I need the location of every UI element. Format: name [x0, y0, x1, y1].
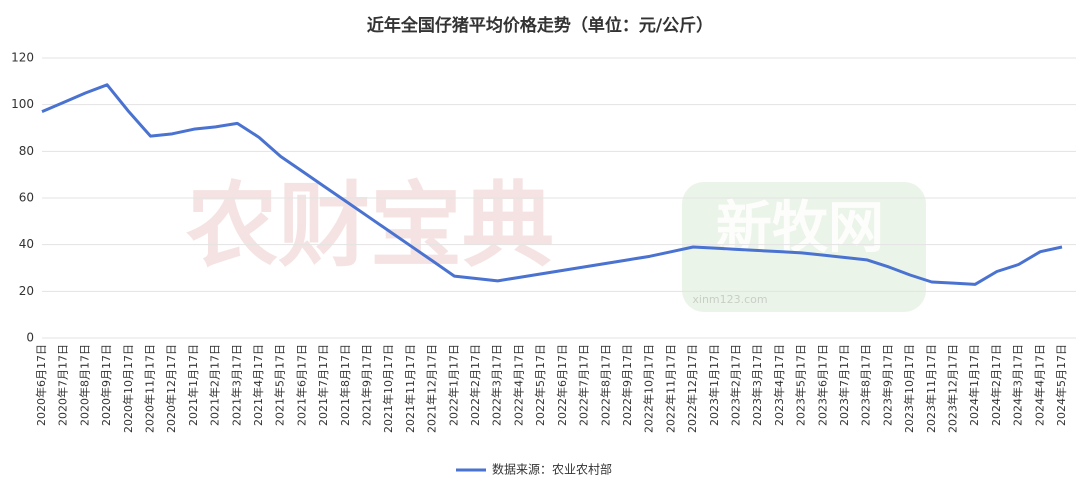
x-tick-label: 2024年2月17日	[989, 344, 1003, 426]
y-tick-label: 40	[19, 237, 34, 251]
x-tick-label: 2022年10月17日	[642, 344, 656, 433]
x-tick-label: 2023年9月17日	[880, 344, 894, 426]
chart-title: 近年全国仔猪平均价格走势（单位：元/公斤）	[367, 15, 713, 36]
watermark: 农财宝典	[186, 172, 554, 279]
x-tick-label: 2022年1月17日	[446, 344, 460, 426]
watermark-badge	[682, 182, 926, 312]
x-tick-label: 2022年11月17日	[663, 344, 677, 433]
watermark: xinm123.com	[692, 293, 767, 306]
x-tick-label: 2021年6月17日	[294, 344, 308, 426]
y-tick-label: 120	[11, 51, 34, 65]
x-tick-label: 2023年10月17日	[902, 344, 916, 433]
x-tick-label: 2021年12月17日	[425, 344, 439, 433]
x-tick-label: 2021年2月17日	[208, 344, 222, 426]
x-tick-label: 2024年1月17日	[967, 344, 981, 426]
x-tick-label: 2022年2月17日	[468, 344, 482, 426]
x-tick-label: 2024年5月17日	[1054, 344, 1068, 426]
x-tick-label: 2022年8月17日	[598, 344, 612, 426]
x-tick-label: 2021年8月17日	[338, 344, 352, 426]
x-tick-label: 2022年12月17日	[685, 344, 699, 433]
x-tick-label: 2022年7月17日	[577, 344, 591, 426]
x-tick-label: 2020年7月17日	[56, 344, 70, 426]
x-tick-label: 2021年10月17日	[381, 344, 395, 433]
line-series	[41, 83, 1063, 286]
legend-label: 数据来源：农业农村部	[492, 462, 612, 477]
x-tick-label: 2020年11月17日	[143, 344, 157, 433]
x-tick-label: 2021年11月17日	[403, 344, 417, 433]
x-tick-label: 2023年12月17日	[945, 344, 959, 433]
y-tick-label: 60	[19, 191, 34, 205]
x-tick-label: 2020年10月17日	[121, 344, 135, 433]
x-tick-label: 2023年11月17日	[924, 344, 938, 433]
y-tick-label: 80	[19, 144, 34, 158]
y-tick-label: 20	[19, 284, 34, 298]
x-tick-label: 2022年4月17日	[511, 344, 525, 426]
x-tick-label: 2021年3月17日	[229, 344, 243, 426]
x-tick-label: 2020年6月17日	[34, 344, 48, 426]
x-tick-label: 2021年9月17日	[360, 344, 374, 426]
x-tick-label: 2022年3月17日	[490, 344, 504, 426]
y-tick-label: 0	[26, 331, 34, 345]
y-tick-label: 100	[11, 97, 34, 111]
x-tick-label: 2023年7月17日	[837, 344, 851, 426]
x-tick-label: 2023年2月17日	[728, 344, 742, 426]
x-tick-label: 2023年8月17日	[859, 344, 873, 426]
x-tick-label: 2023年5月17日	[794, 344, 808, 426]
x-tick-label: 2021年4月17日	[251, 344, 265, 426]
x-tick-label: 2020年8月17日	[77, 344, 91, 426]
x-tick-label: 2023年1月17日	[707, 344, 721, 426]
x-tick-label: 2023年3月17日	[750, 344, 764, 426]
x-tick-label: 2020年12月17日	[164, 344, 178, 433]
x-tick-label: 2024年4月17日	[1032, 344, 1046, 426]
x-tick-label: 2022年5月17日	[533, 344, 547, 426]
x-tick-label: 2024年3月17日	[1011, 344, 1025, 426]
x-tick-label: 2021年7月17日	[316, 344, 330, 426]
x-tick-label: 2021年5月17日	[273, 344, 287, 426]
x-tick-label: 2021年1月17日	[186, 344, 200, 426]
x-tick-label: 2020年9月17日	[99, 344, 113, 426]
x-tick-label: 2022年9月17日	[620, 344, 634, 426]
x-tick-label: 2022年6月17日	[555, 344, 569, 426]
x-tick-label: 2023年6月17日	[815, 344, 829, 426]
x-tick-label: 2023年4月17日	[772, 344, 786, 426]
